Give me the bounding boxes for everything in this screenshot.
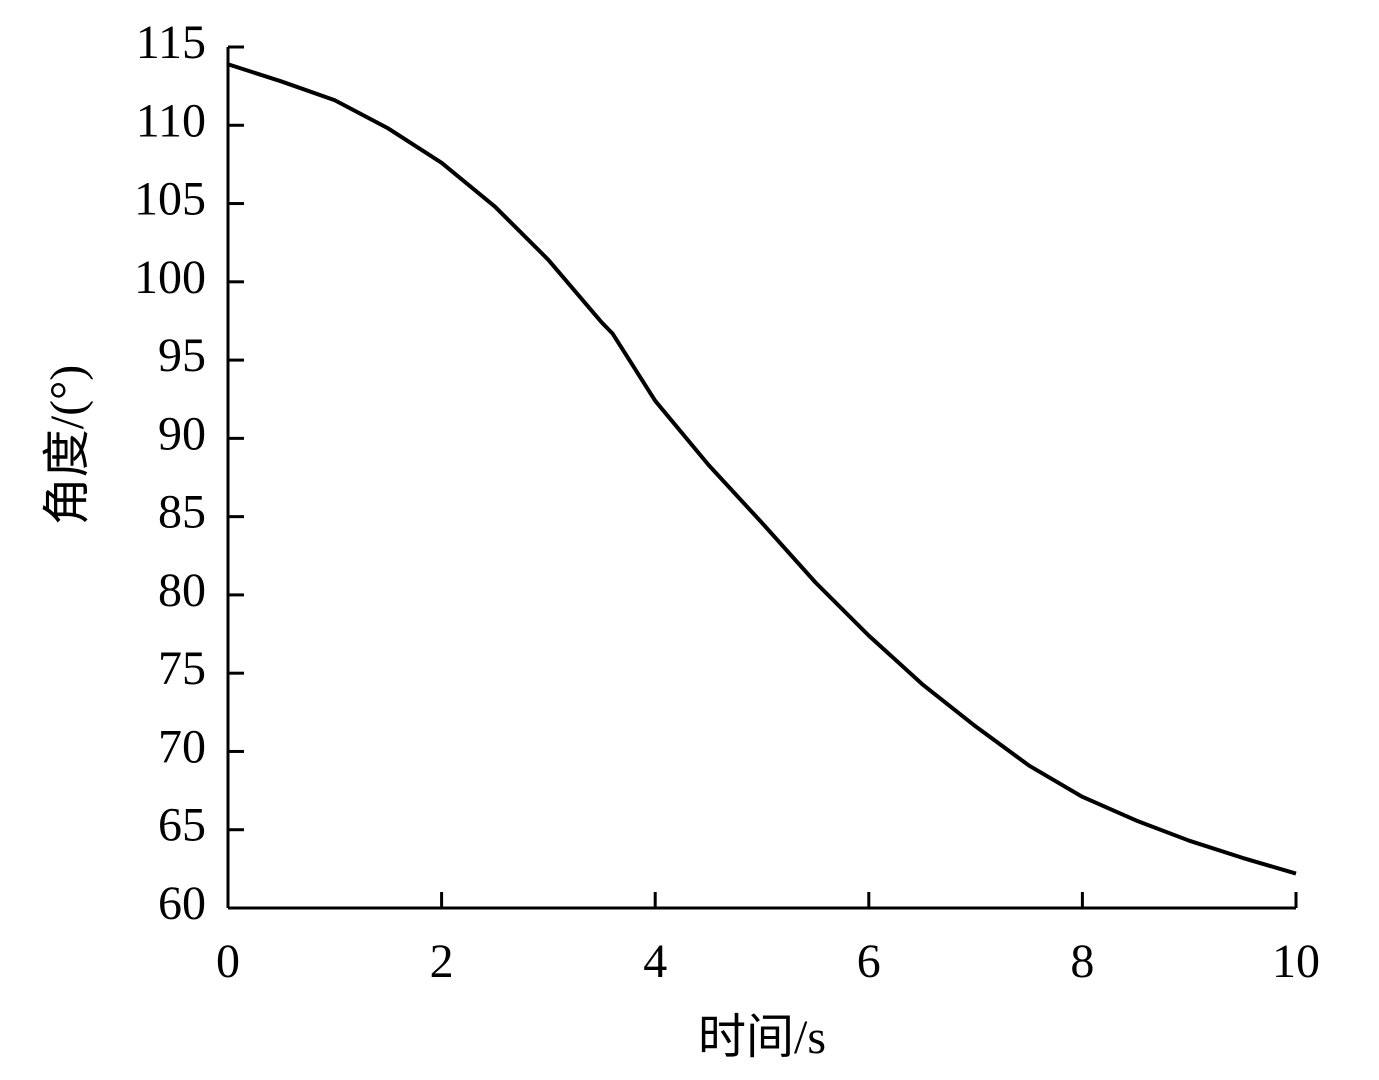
x-tick-label: 10: [1272, 935, 1320, 988]
y-tick-label: 95: [158, 329, 206, 382]
y-tick-label: 90: [158, 407, 206, 460]
y-axis-label: 角度/(°): [41, 365, 94, 526]
x-tick-label: 4: [643, 935, 667, 988]
y-tick-label: 105: [134, 173, 206, 226]
y-tick-label: 85: [158, 486, 206, 539]
x-tick-label: 8: [1070, 935, 1094, 988]
y-tick-label: 80: [158, 564, 206, 617]
y-tick-label: 115: [136, 16, 206, 69]
y-tick-label: 110: [136, 94, 206, 147]
line: [227, 62, 1297, 876]
x-tick-label: 0: [216, 935, 240, 988]
x-axis-label: 时间/s: [698, 1011, 826, 1064]
y-tick-label: 75: [158, 642, 206, 695]
y-tick-label: 100: [134, 251, 206, 304]
y-tick-label: 60: [158, 877, 206, 930]
x-tick-label: 2: [430, 935, 454, 988]
y-tick-label: 70: [158, 720, 206, 773]
x-tick-label: 6: [857, 935, 881, 988]
y-tick-label: 65: [158, 799, 206, 852]
